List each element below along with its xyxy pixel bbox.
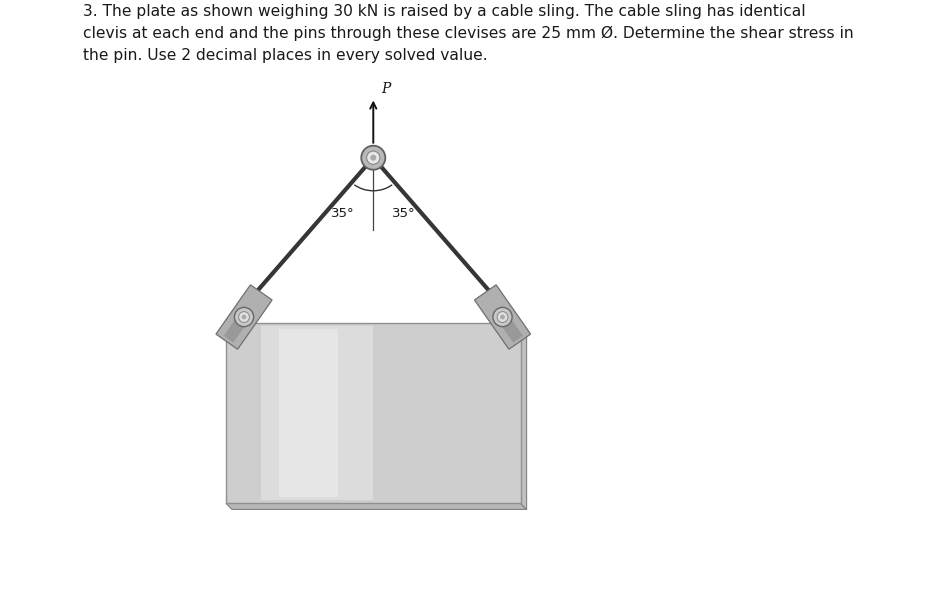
Polygon shape [474,285,530,349]
Circle shape [241,315,246,320]
Polygon shape [521,323,527,509]
Circle shape [493,307,513,327]
Circle shape [497,312,508,323]
Text: P: P [381,82,391,96]
Polygon shape [226,323,521,503]
Circle shape [235,307,254,327]
Circle shape [239,312,250,323]
Polygon shape [261,326,374,500]
Polygon shape [226,503,527,509]
Circle shape [370,155,377,161]
Text: 3. The plate as shown weighing 30 kN is raised by a cable sling. The cable sling: 3. The plate as shown weighing 30 kN is … [84,4,855,63]
Circle shape [366,151,380,164]
Polygon shape [492,306,523,342]
Polygon shape [279,329,338,498]
Polygon shape [216,285,272,349]
Text: 35°: 35° [392,207,416,220]
Text: 35°: 35° [331,207,354,220]
Polygon shape [224,306,254,342]
Circle shape [500,315,505,320]
Circle shape [362,146,385,170]
